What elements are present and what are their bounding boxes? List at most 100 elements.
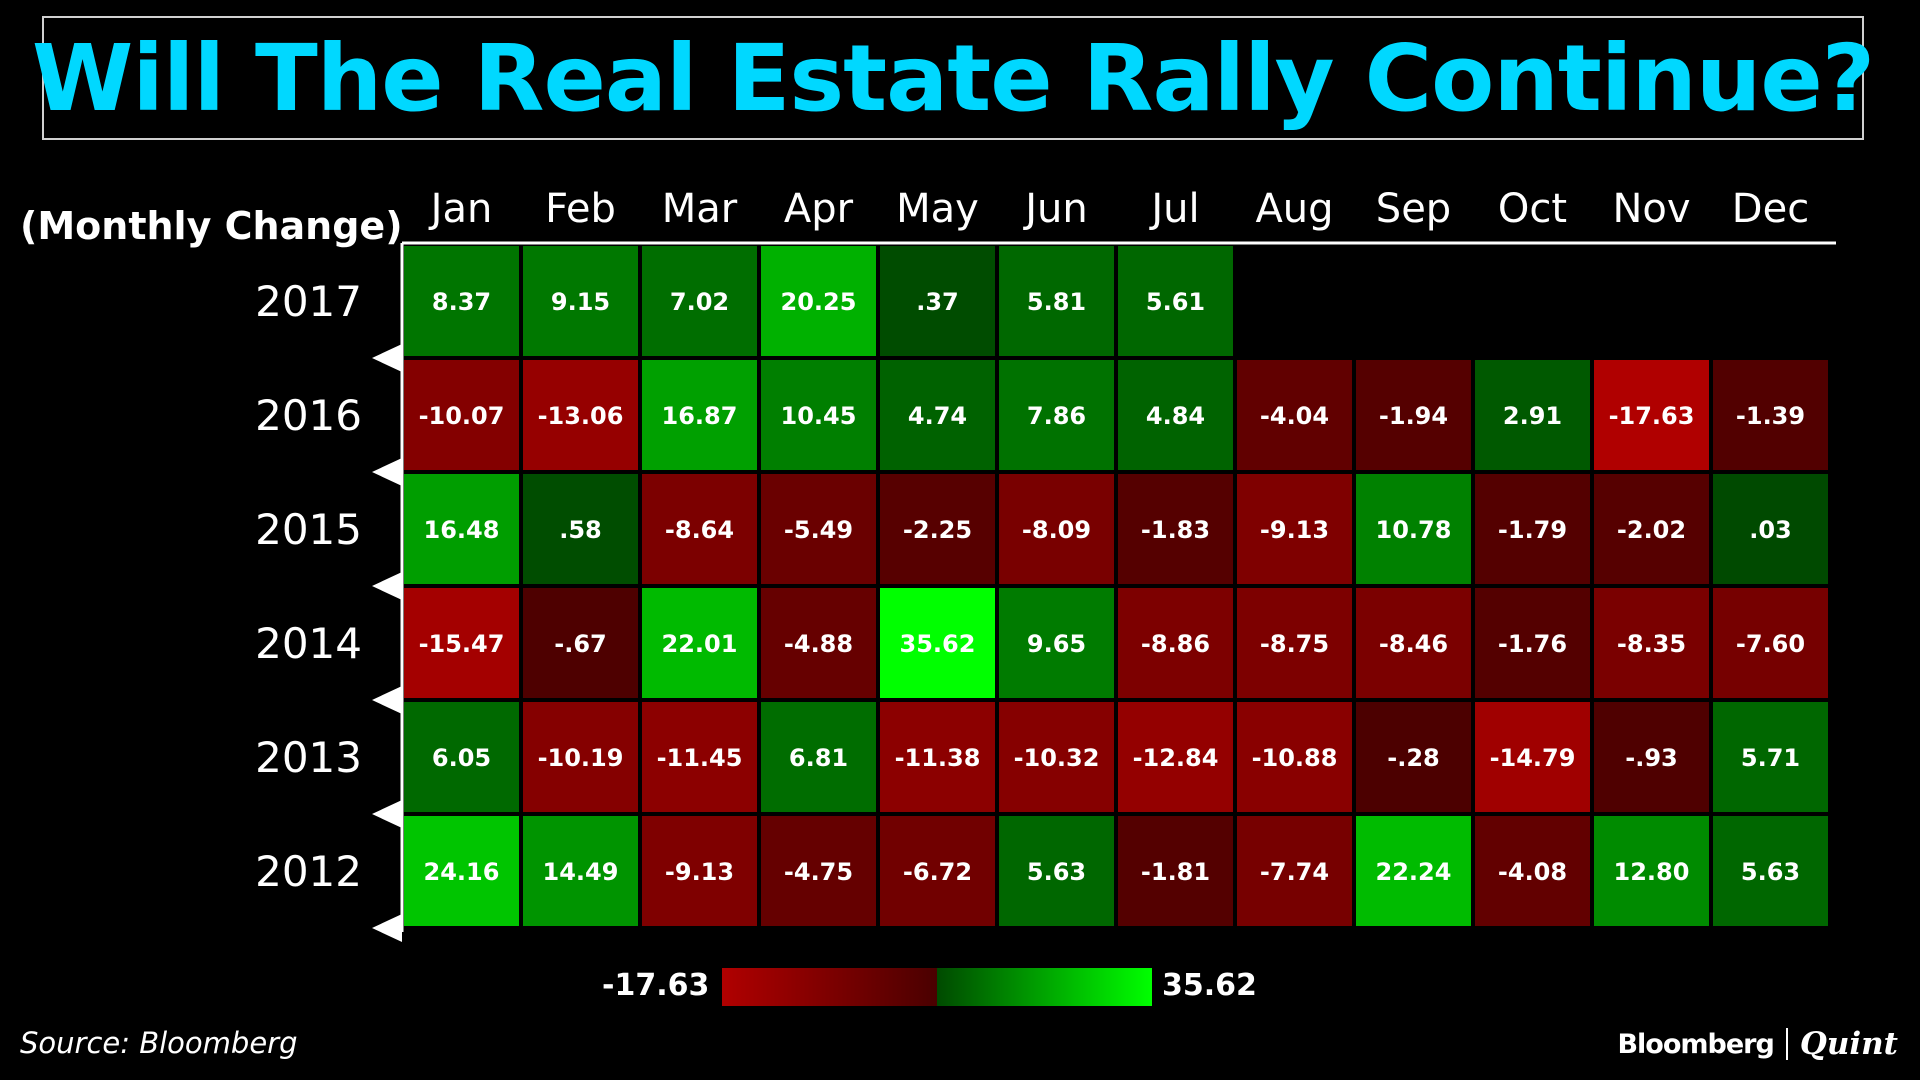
cell-label-2016-aug: -4.04: [1260, 402, 1329, 430]
cell-2013-mar: [642, 702, 757, 812]
cell-label-2016-jul: 4.84: [1146, 402, 1205, 430]
cell-label-2016-dec: -1.39: [1736, 402, 1805, 430]
cell-2014-may: [880, 588, 995, 698]
cell-label-2016-jun: 7.86: [1027, 402, 1086, 430]
cell-2017-jan: [404, 246, 519, 356]
axis-tick-2014: [372, 686, 402, 714]
cell-2015-may: [880, 474, 995, 584]
cell-2013-oct: [1475, 702, 1590, 812]
cell-2016-dec: [1713, 360, 1828, 470]
cell-2013-jul: [1118, 702, 1233, 812]
cell-label-2012-may: -6.72: [903, 858, 972, 886]
cell-2012-jun: [999, 816, 1114, 926]
month-label-aug: Aug: [1255, 186, 1333, 232]
cell-label-2014-mar: 22.01: [662, 630, 738, 658]
cell-label-2015-nov: -2.02: [1617, 516, 1686, 544]
cell-label-2015-aug: -9.13: [1260, 516, 1329, 544]
cell-2016-jul: [1118, 360, 1233, 470]
cell-2013-nov: [1594, 702, 1709, 812]
cell-2014-oct: [1475, 588, 1590, 698]
month-label-mar: Mar: [662, 186, 738, 232]
cell-2017-feb: [523, 246, 638, 356]
cell-2012-sep: [1356, 816, 1471, 926]
cell-label-2016-may: 4.74: [908, 402, 967, 430]
cell-2017-jul: [1118, 246, 1233, 356]
cell-label-2014-oct: -1.76: [1498, 630, 1567, 658]
cell-2016-oct: [1475, 360, 1590, 470]
cell-2013-dec: [1713, 702, 1828, 812]
cell-2016-feb: [523, 360, 638, 470]
month-label-sep: Sep: [1376, 186, 1451, 232]
cell-2016-sep: [1356, 360, 1471, 470]
cell-label-2016-oct: 2.91: [1503, 402, 1562, 430]
cell-2017-jun: [999, 246, 1114, 356]
cell-2012-jan: [404, 816, 519, 926]
month-label-apr: Apr: [784, 186, 854, 232]
cell-label-2013-jan: 6.05: [432, 744, 491, 772]
legend-max-label: 35.62: [1162, 968, 1257, 1003]
cell-2014-dec: [1713, 588, 1828, 698]
axis-tick-2015: [372, 572, 402, 600]
cell-2012-jul: [1118, 816, 1233, 926]
cell-label-2013-jul: -12.84: [1133, 744, 1219, 772]
cell-2016-nov: [1594, 360, 1709, 470]
cell-label-2012-mar: -9.13: [665, 858, 734, 886]
cell-2014-jun: [999, 588, 1114, 698]
cell-label-2014-jun: 9.65: [1027, 630, 1086, 658]
source-note: Source: Bloomberg: [20, 1026, 298, 1060]
cell-label-2015-jul: -1.83: [1141, 516, 1210, 544]
cell-2015-jan: [404, 474, 519, 584]
cell-label-2012-nov: 12.80: [1614, 858, 1690, 886]
cell-2012-may: [880, 816, 995, 926]
cell-2016-jan: [404, 360, 519, 470]
brand-logo: Bloomberg Quint: [1617, 1026, 1898, 1062]
cell-2017-apr: [761, 246, 876, 356]
cell-label-2012-jan: 24.16: [424, 858, 500, 886]
cell-2017-may: [880, 246, 995, 356]
cell-label-2013-sep: -.28: [1387, 744, 1439, 772]
cell-2016-aug: [1237, 360, 1352, 470]
cell-2015-apr: [761, 474, 876, 584]
cell-label-2014-jul: -8.86: [1141, 630, 1210, 658]
cell-2012-aug: [1237, 816, 1352, 926]
cell-label-2017-jan: 8.37: [432, 288, 491, 316]
cell-2013-apr: [761, 702, 876, 812]
cell-label-2014-jan: -15.47: [419, 630, 505, 658]
cell-2016-apr: [761, 360, 876, 470]
cell-2014-nov: [1594, 588, 1709, 698]
legend-min-label: -17.63: [602, 968, 710, 1003]
month-label-oct: Oct: [1498, 186, 1567, 232]
month-label-dec: Dec: [1732, 186, 1809, 232]
cell-2012-oct: [1475, 816, 1590, 926]
cell-2014-mar: [642, 588, 757, 698]
title-box: Will The Real Estate Rally Continue?: [32, 16, 1875, 140]
cell-label-2015-may: -2.25: [903, 516, 972, 544]
axis-tick-2016: [372, 458, 402, 486]
cell-label-2017-apr: 20.25: [781, 288, 857, 316]
brand-divider: [1785, 1028, 1788, 1060]
cell-label-2012-oct: -4.08: [1498, 858, 1567, 886]
cell-2014-apr: [761, 588, 876, 698]
cell-2015-oct: [1475, 474, 1590, 584]
cell-2012-dec: [1713, 816, 1828, 926]
chart-title: Will The Real Estate Rally Continue?: [31, 24, 1875, 132]
cell-2013-jun: [999, 702, 1114, 812]
cell-label-2012-aug: -7.74: [1260, 858, 1329, 886]
cell-2014-jan: [404, 588, 519, 698]
cell-2016-jun: [999, 360, 1114, 470]
cell-label-2013-nov: -.93: [1625, 744, 1677, 772]
axis-tick-2013: [372, 800, 402, 828]
year-label-2012: 2012: [255, 847, 362, 896]
month-label-jun: Jun: [1022, 186, 1088, 232]
month-label-jul: Jul: [1148, 186, 1199, 232]
cell-2015-jul: [1118, 474, 1233, 584]
cell-label-2013-mar: -11.45: [657, 744, 743, 772]
cell-label-2014-dec: -7.60: [1736, 630, 1805, 658]
cell-2015-mar: [642, 474, 757, 584]
year-label-2013: 2013: [255, 733, 362, 782]
cell-label-2012-jul: -1.81: [1141, 858, 1210, 886]
cell-label-2014-aug: -8.75: [1260, 630, 1329, 658]
cell-2017-mar: [642, 246, 757, 356]
cell-label-2013-may: -11.38: [895, 744, 981, 772]
cell-label-2013-jun: -10.32: [1014, 744, 1100, 772]
